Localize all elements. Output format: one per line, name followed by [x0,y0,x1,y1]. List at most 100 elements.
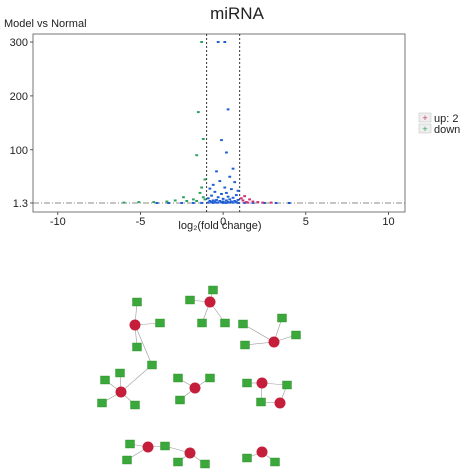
data-point [200,41,204,43]
data-point [137,201,141,204]
mirna-node [256,377,268,389]
data-point [218,180,222,183]
data-point [223,41,227,43]
target-gene-node [240,340,250,350]
target-gene-node [242,378,252,388]
legend-marker-down: + [422,124,427,134]
target-gene-node [242,453,252,463]
data-point [228,175,232,178]
data-point [208,200,212,203]
data-point [251,201,255,204]
data-point [248,198,251,201]
data-point [182,196,185,199]
target-gene-node [155,318,165,328]
data-point [200,201,204,204]
data-point [225,201,228,204]
data-point [243,195,247,198]
y-axis-ticks: 1.3 100 200 300 [10,37,33,210]
data-point [243,201,247,204]
data-point [256,201,260,204]
target-gene-node [173,457,183,467]
data-point [236,198,240,201]
data-point [228,201,232,204]
y-tick-label: 100 [10,145,28,157]
target-gene-node [147,360,157,370]
data-point [216,201,220,204]
data-point [246,201,250,204]
data-point [234,194,238,197]
mirna-node [204,296,216,308]
y-tick-label: 1.3 [13,198,28,210]
target-gene-node [238,319,248,329]
network-edge [120,364,153,393]
target-gene-node [173,373,183,383]
data-point [220,139,223,142]
data-point [195,200,199,203]
target-gene-node [291,330,301,340]
data-point [225,199,228,202]
target-gene-node [270,457,280,467]
network-edges [101,289,297,465]
chart-title: miRNA [210,4,264,23]
data-point [231,196,235,199]
data-point [216,196,220,199]
target-gene-node [132,342,142,352]
data-point [221,200,225,203]
data-point [173,199,177,202]
data-point [211,201,215,204]
data-point [213,200,217,203]
data-point [211,199,215,202]
data-point [198,191,202,194]
legend-label-down: down [434,124,460,136]
mirna-node [115,386,127,398]
legend-key-up [418,112,432,123]
target-gene-node [160,441,170,451]
y-tick-label: 300 [10,37,28,49]
x-tick-label: 10 [382,216,394,228]
data-point [236,201,240,204]
plot-panel [32,33,406,213]
data-point [221,197,225,200]
target-gene-node [200,459,210,469]
data-point [210,201,213,204]
data-point [223,186,227,189]
target-gene-node [97,398,107,408]
mirna-node [256,446,268,458]
data-point [206,201,210,204]
data-point [180,202,184,204]
target-gene-node [208,285,218,295]
network-edge [134,324,153,366]
data-point [225,191,228,194]
network-edge [242,323,275,343]
mirna-node [189,382,201,394]
data-point [269,201,273,204]
chart-subtitle: Model vs Normal [4,18,87,30]
data-point [263,202,266,204]
data-point [216,41,220,43]
data-point [220,192,223,195]
data-point [195,154,199,157]
data-point [167,202,170,204]
data-point [203,198,207,201]
x-axis-ticks: -10 -5 0 5 10 [50,212,395,228]
target-gene-node [256,397,266,407]
mirna-target-network [97,285,301,469]
legend-key-down [418,123,432,134]
data-point [241,199,245,202]
x-tick-label: 0 [220,216,226,228]
data-point [233,181,237,184]
data-point [223,201,227,204]
data-point [236,189,240,192]
target-gene-node [185,295,195,305]
legend-label-up: up: 2 [434,113,458,125]
data-point [220,201,223,204]
data-point [215,201,218,204]
data-point [215,170,218,173]
data-point [211,183,215,186]
x-tick-label: -10 [50,216,66,228]
data-point [200,186,204,189]
data-point [274,202,278,204]
data-point [191,201,195,204]
threshold-lines [33,34,405,212]
